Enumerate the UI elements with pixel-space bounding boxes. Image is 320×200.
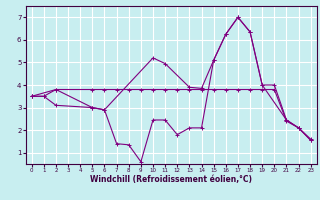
X-axis label: Windchill (Refroidissement éolien,°C): Windchill (Refroidissement éolien,°C) [90, 175, 252, 184]
